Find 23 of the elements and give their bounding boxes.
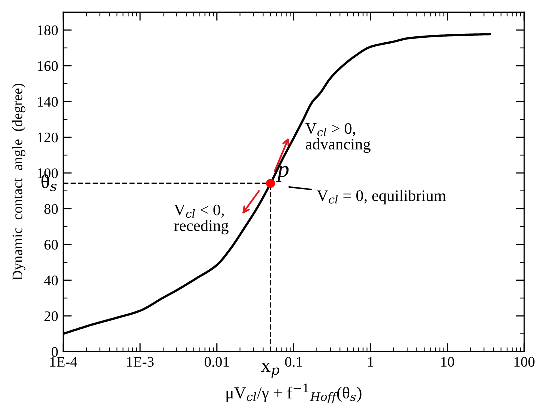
- x-tick-label: 0.01: [204, 357, 230, 368]
- y-tick-label: 20: [44, 312, 58, 322]
- annotation: V$_{cl}$ > 0, advancing: [306, 123, 371, 154]
- x-tick-label: 10: [442, 357, 454, 368]
- ref-line-label: x$_{p}$: [261, 363, 280, 378]
- x-tick-label: 1E-3: [127, 357, 154, 368]
- y-tick-label: 40: [44, 276, 58, 286]
- y-tick-label: 160: [38, 61, 58, 72]
- x-tick-label: 1: [368, 357, 374, 367]
- y-tick-label: 140: [38, 97, 58, 107]
- annotation: p: [276, 166, 289, 182]
- y-tick-label: 80: [44, 204, 58, 214]
- y-tick-label: 0: [52, 347, 58, 358]
- y-tick-label: 60: [44, 240, 58, 250]
- y-tick-label: 180: [38, 26, 58, 36]
- y-axis-title: Dynamic contact angle (degree): [12, 84, 26, 281]
- x-tick-label: 1E-4: [50, 357, 78, 367]
- annotation: V$_{cl}$ < 0, receding: [174, 204, 229, 235]
- x-tick-label: 0.1: [285, 357, 302, 368]
- x-tick-label: 100: [514, 357, 535, 368]
- x-axis-title: μV$_{cl}$/γ + f$^{−1}$$_{Hoff}$(θ$_{s}$): [226, 384, 362, 404]
- annotation: V$_{cl}$ = 0, equilibrium: [317, 190, 446, 205]
- y-tick-label: 120: [38, 132, 58, 143]
